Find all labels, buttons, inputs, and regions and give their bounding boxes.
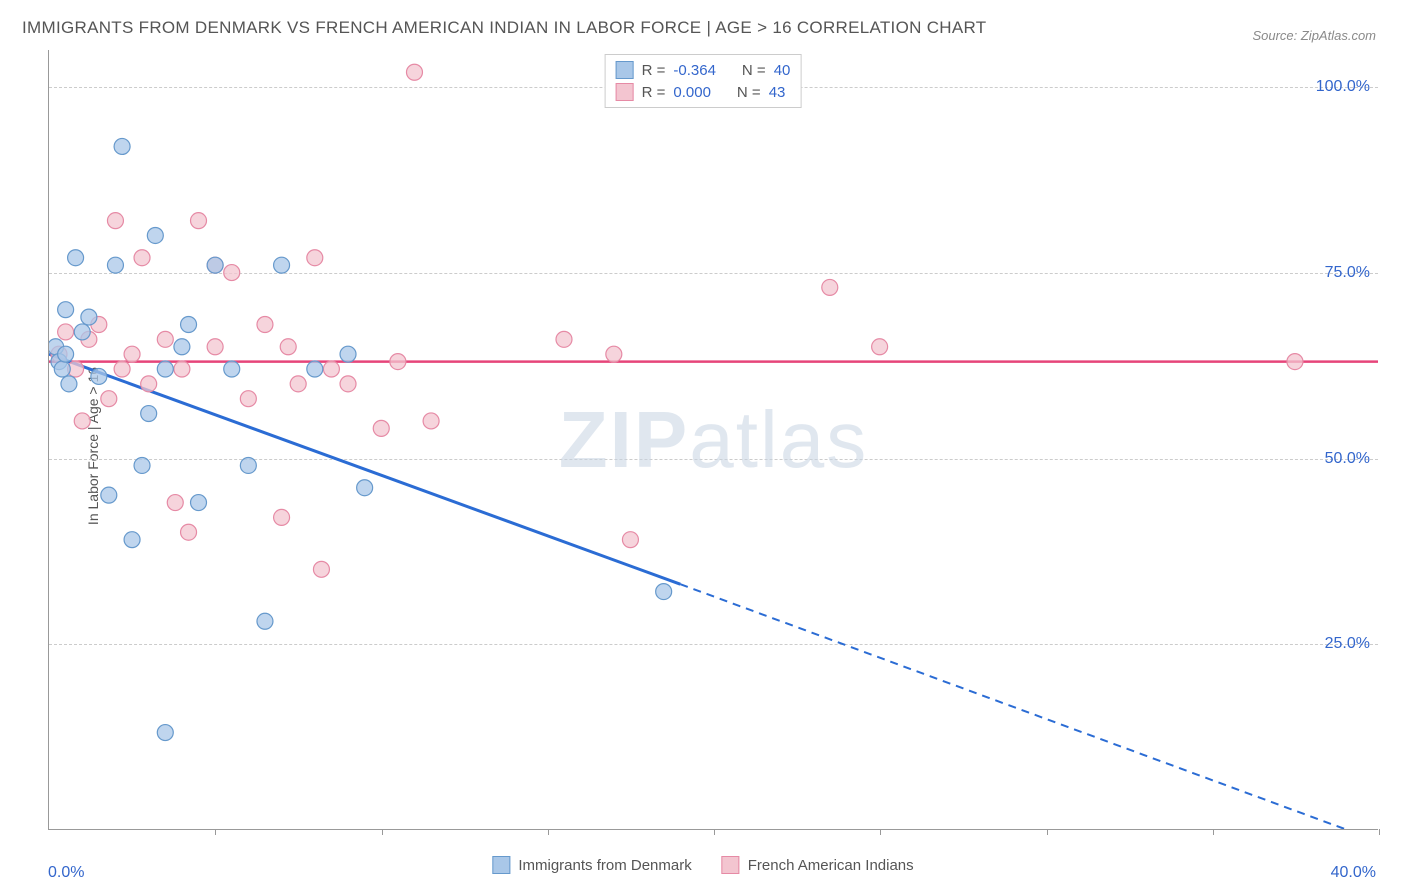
x-tick — [1047, 829, 1048, 835]
legend-row-series-2: R = 0.000 N = 43 — [616, 81, 791, 103]
legend-row-series-1: R = -0.364 N = 40 — [616, 59, 791, 81]
legend-correlation: R = -0.364 N = 40 R = 0.000 N = 43 — [605, 54, 802, 108]
legend-swatch-french — [722, 856, 740, 874]
legend-item-denmark: Immigrants from Denmark — [492, 856, 691, 874]
x-tick — [548, 829, 549, 835]
legend-item-french: French American Indians — [722, 856, 914, 874]
chart-canvas — [49, 50, 1378, 829]
x-tick — [382, 829, 383, 835]
x-tick — [880, 829, 881, 835]
legend-swatch-2 — [616, 83, 634, 101]
x-tick — [1379, 829, 1380, 835]
plot-area: ZIPatlas 25.0%50.0%75.0%100.0% — [48, 50, 1378, 830]
x-tick-label: 0.0% — [48, 864, 84, 882]
x-tick — [714, 829, 715, 835]
legend-series: Immigrants from Denmark French American … — [492, 856, 913, 874]
x-tick-label: 40.0% — [1331, 864, 1376, 882]
legend-swatch-denmark — [492, 856, 510, 874]
x-tick — [1213, 829, 1214, 835]
chart-title: IMMIGRANTS FROM DENMARK VS FRENCH AMERIC… — [22, 18, 986, 38]
source-attribution: Source: ZipAtlas.com — [1252, 28, 1376, 43]
legend-swatch-1 — [616, 61, 634, 79]
x-tick — [215, 829, 216, 835]
